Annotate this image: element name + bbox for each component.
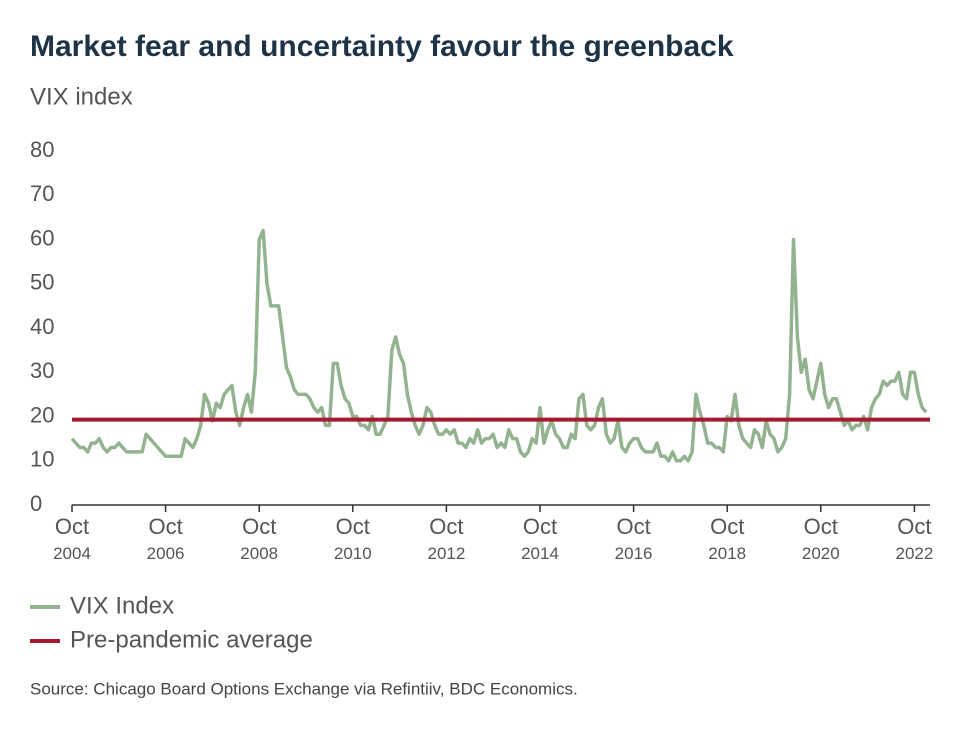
y-tick-label: 60 [30,225,54,250]
legend-label: VIX Index [70,592,174,619]
y-tick-label: 80 [30,137,54,162]
x-tick-label: Oct 2022 [895,514,933,564]
y-tick-label: 20 [30,402,54,427]
y-tick-label: 40 [30,314,54,339]
y-tick-label: 10 [30,447,54,472]
series-line [70,228,928,463]
x-tick-label: Oct 2004 [53,514,91,564]
x-tick-label: Oct 2010 [334,514,372,564]
x-tick-label: Oct 2020 [802,514,840,564]
x-tick-label: Oct 2008 [240,514,278,564]
y-tick-label: 50 [30,270,54,295]
source: Source: Chicago Board Options Exchange v… [30,679,578,698]
y-tick-label: 0 [30,491,42,516]
x-tick-label: Oct 2018 [708,514,746,564]
x-tick-label: Oct 2014 [521,514,559,564]
legend-label: Pre-pandemic average [70,626,313,653]
x-tick-label: Oct 2006 [147,514,185,564]
x-tick-label: Oct 2012 [427,514,465,564]
y-tick-label: 70 [30,181,54,206]
x-tick-label: Oct 2016 [615,514,653,564]
y-tick-label: 30 [30,358,54,383]
chart-title: Market fear and uncertainty favour the g… [30,30,734,63]
y-axis-label: VIX index [30,83,133,110]
